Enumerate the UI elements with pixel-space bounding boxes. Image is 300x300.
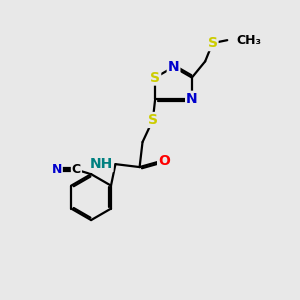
Text: N: N: [52, 163, 62, 176]
Text: O: O: [158, 154, 170, 168]
Text: N: N: [168, 60, 179, 74]
Text: NH: NH: [89, 157, 112, 171]
Text: C: C: [72, 163, 81, 176]
Text: CH₃: CH₃: [236, 34, 261, 47]
Text: N: N: [186, 92, 198, 106]
Text: S: S: [150, 70, 160, 85]
Text: S: S: [208, 36, 218, 50]
Text: S: S: [148, 113, 158, 127]
